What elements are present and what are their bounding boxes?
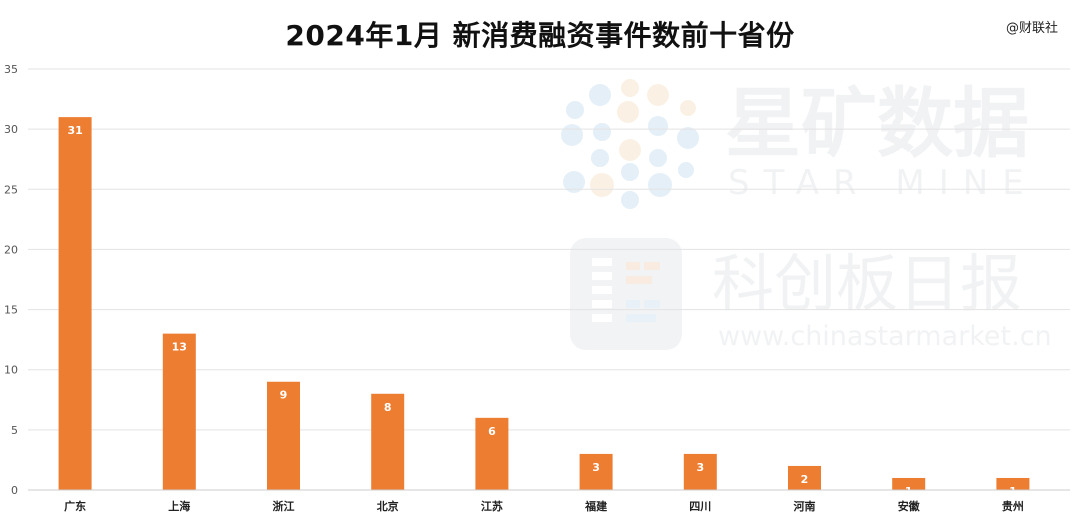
bar [579, 453, 613, 490]
watermark-brand2-url: www.chinastarmarket.cn [718, 321, 1052, 352]
x-tick-label: 广东 [64, 499, 86, 513]
x-tick-label: 四川 [689, 500, 711, 513]
data-label: 3 [696, 461, 704, 474]
x-tick-label: 上海 [168, 499, 190, 513]
bar [892, 477, 926, 490]
bar [371, 393, 405, 490]
x-tick-label: 江苏 [481, 499, 503, 513]
y-axis: 0 5 10 15 20 25 30 35 [4, 63, 18, 497]
bar [788, 465, 821, 490]
y-tick-label: 5 [11, 424, 18, 437]
star-market-logo [570, 238, 682, 350]
bar [267, 381, 300, 490]
data-label: 9 [280, 389, 288, 402]
x-tick-label: 河南 [794, 499, 816, 513]
source-label: @财联社 [1005, 21, 1058, 36]
data-label: 3 [592, 461, 600, 474]
data-label: 1 [905, 485, 913, 498]
watermark-group: 星矿数据 STAR MINE 科创板日报 www.chinastarmarket… [561, 79, 1052, 352]
bar [162, 333, 196, 490]
bar [683, 453, 717, 490]
bar-series: 31 13 9 8 6 3 3 2 1 1 [58, 117, 1030, 498]
data-label: 1 [1009, 485, 1017, 498]
data-label: 13 [172, 341, 187, 354]
y-tick-label: 30 [4, 123, 18, 136]
x-tick-label: 安徽 [898, 499, 921, 513]
y-tick-label: 0 [11, 484, 18, 497]
bar [996, 477, 1030, 490]
y-tick-label: 20 [4, 243, 18, 256]
data-label: 31 [67, 124, 82, 137]
watermark-brand2-cn: 科创板日报 [712, 247, 1022, 320]
x-axis: 广东 上海 浙江 北京 江苏 福建 四川 河南 安徽 贵州 [28, 489, 1070, 513]
x-tick-label: 福建 [584, 499, 608, 513]
data-label: 2 [801, 473, 809, 486]
x-tick-label: 贵州 [1002, 499, 1024, 513]
bar [58, 117, 92, 490]
y-tick-label: 10 [4, 364, 18, 377]
x-tick-label: 浙江 [273, 499, 295, 513]
y-tick-label: 35 [4, 63, 18, 76]
data-label: 8 [384, 401, 392, 414]
bar [475, 417, 509, 490]
star-mine-logo [561, 79, 699, 209]
chart-title: 2024年1月 新消费融资事件数前十省份 [285, 19, 795, 52]
y-tick-label: 15 [4, 304, 18, 317]
data-label: 6 [488, 425, 496, 438]
y-tick-label: 25 [4, 183, 18, 196]
watermark-brand1-cn: 星矿数据 [725, 79, 1029, 168]
x-tick-label: 北京 [377, 499, 399, 513]
watermark-brand1-en: STAR MINE [728, 163, 1038, 203]
